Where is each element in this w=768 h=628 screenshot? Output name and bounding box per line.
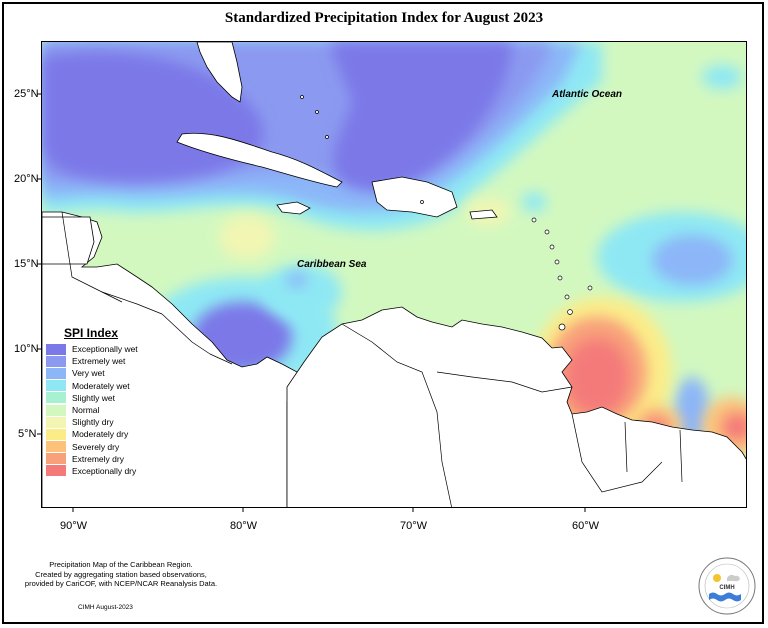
lesser-antilles xyxy=(300,95,593,331)
page-title: Standardized Precipitation Index for Aug… xyxy=(224,10,544,26)
jamaica-land xyxy=(276,201,311,215)
legend-label: Severely dry xyxy=(72,441,120,452)
footer-date: CIMH August-2023 xyxy=(78,604,133,611)
wave-icon xyxy=(709,592,741,602)
legend-swatch xyxy=(46,355,66,367)
legend-swatch xyxy=(46,404,66,416)
y-tick-10n: 10°N xyxy=(14,343,39,355)
legend-label: Extremely dry xyxy=(72,453,124,464)
legend-swatch xyxy=(46,465,66,477)
legend-item: Exceptionally dry xyxy=(46,465,174,477)
legend-items: Exceptionally wet Extremely wet Very wet Mo… xyxy=(46,343,174,477)
map-canvas: Atlantic Ocean Caribbean Sea xyxy=(42,42,746,507)
legend-item: Slightly dry xyxy=(46,416,174,428)
legend-label: Moderately dry xyxy=(72,429,129,440)
caribbean-sea-label: Caribbean Sea xyxy=(297,259,367,270)
legend-label: Normal xyxy=(72,405,100,416)
legend-swatch xyxy=(46,453,66,465)
x-tick-70w: 70°W xyxy=(400,520,428,532)
y-tick-15n: 15°N xyxy=(14,258,39,270)
legend-label: Extremely wet xyxy=(72,356,126,367)
cloud-icon xyxy=(727,574,740,582)
legend-label: Slightly wet xyxy=(72,392,115,403)
florida-land xyxy=(196,42,243,103)
legend-swatch xyxy=(46,367,66,379)
legend-swatch xyxy=(46,428,66,440)
country-borders xyxy=(61,211,683,507)
legend-swatch xyxy=(46,416,66,428)
footer-line-2: Created by aggregating station based obs… xyxy=(35,569,207,579)
y-tick-20n: 20°N xyxy=(14,173,39,185)
logo-text: CIMH xyxy=(719,585,734,591)
y-tick-5n: 5°N xyxy=(18,428,37,440)
legend-label: Slightly dry xyxy=(72,417,114,428)
legend-item: Extremely wet xyxy=(46,355,174,367)
cuba-land xyxy=(176,132,343,188)
legend-swatch xyxy=(46,343,66,355)
legend-label: Very wet xyxy=(72,368,105,379)
legend-item: Extremely dry xyxy=(46,453,174,465)
x-tick-80w: 80°W xyxy=(230,520,258,532)
legend-item: Normal xyxy=(46,404,174,416)
legend-label: Exceptionally wet xyxy=(72,344,138,355)
legend-item: Slightly wet xyxy=(46,392,174,404)
legend-title: SPI Index xyxy=(64,326,119,340)
footer-line-3: provided by CariCOF, with NCEP/NCAR Rean… xyxy=(24,579,218,588)
legend-item: Moderately wet xyxy=(46,380,174,392)
wet-region-north xyxy=(42,42,602,231)
y-tick-25n: 25°N xyxy=(14,88,39,100)
hispaniola-land xyxy=(371,176,458,218)
south-america-land xyxy=(286,306,746,507)
legend-item: Exceptionally wet xyxy=(46,343,174,355)
puerto-rico-land xyxy=(469,209,498,220)
cimh-logo-graphic: CIMH xyxy=(698,557,756,615)
atlantic-ocean-label: Atlantic Ocean xyxy=(551,89,622,100)
x-tick-60w: 60°W xyxy=(572,520,600,532)
legend-item: Very wet xyxy=(46,367,174,379)
legend-item: Severely dry xyxy=(46,441,174,453)
spi-map: Atlantic Ocean Caribbean Sea xyxy=(41,41,747,508)
sun-icon xyxy=(713,574,721,582)
footer-notes: Precipitation Map of the Caribbean Regio… xyxy=(10,560,232,589)
spi-legend: SPI Index Exceptionally wet Extremely wet… xyxy=(46,326,174,477)
legend-label: Exceptionally dry xyxy=(72,465,137,476)
yucatan-land xyxy=(42,216,95,265)
cimh-logo: CIMH xyxy=(697,556,757,616)
legend-swatch xyxy=(46,441,66,453)
legend-swatch xyxy=(46,392,66,404)
x-tick-90w: 90°W xyxy=(60,520,88,532)
legend-label: Moderately wet xyxy=(72,380,130,391)
legend-swatch xyxy=(46,380,66,392)
footer-line-1: Precipitation Map of the Caribbean Regio… xyxy=(49,560,193,569)
land-masses xyxy=(42,42,746,507)
legend-item: Moderately dry xyxy=(46,428,174,440)
